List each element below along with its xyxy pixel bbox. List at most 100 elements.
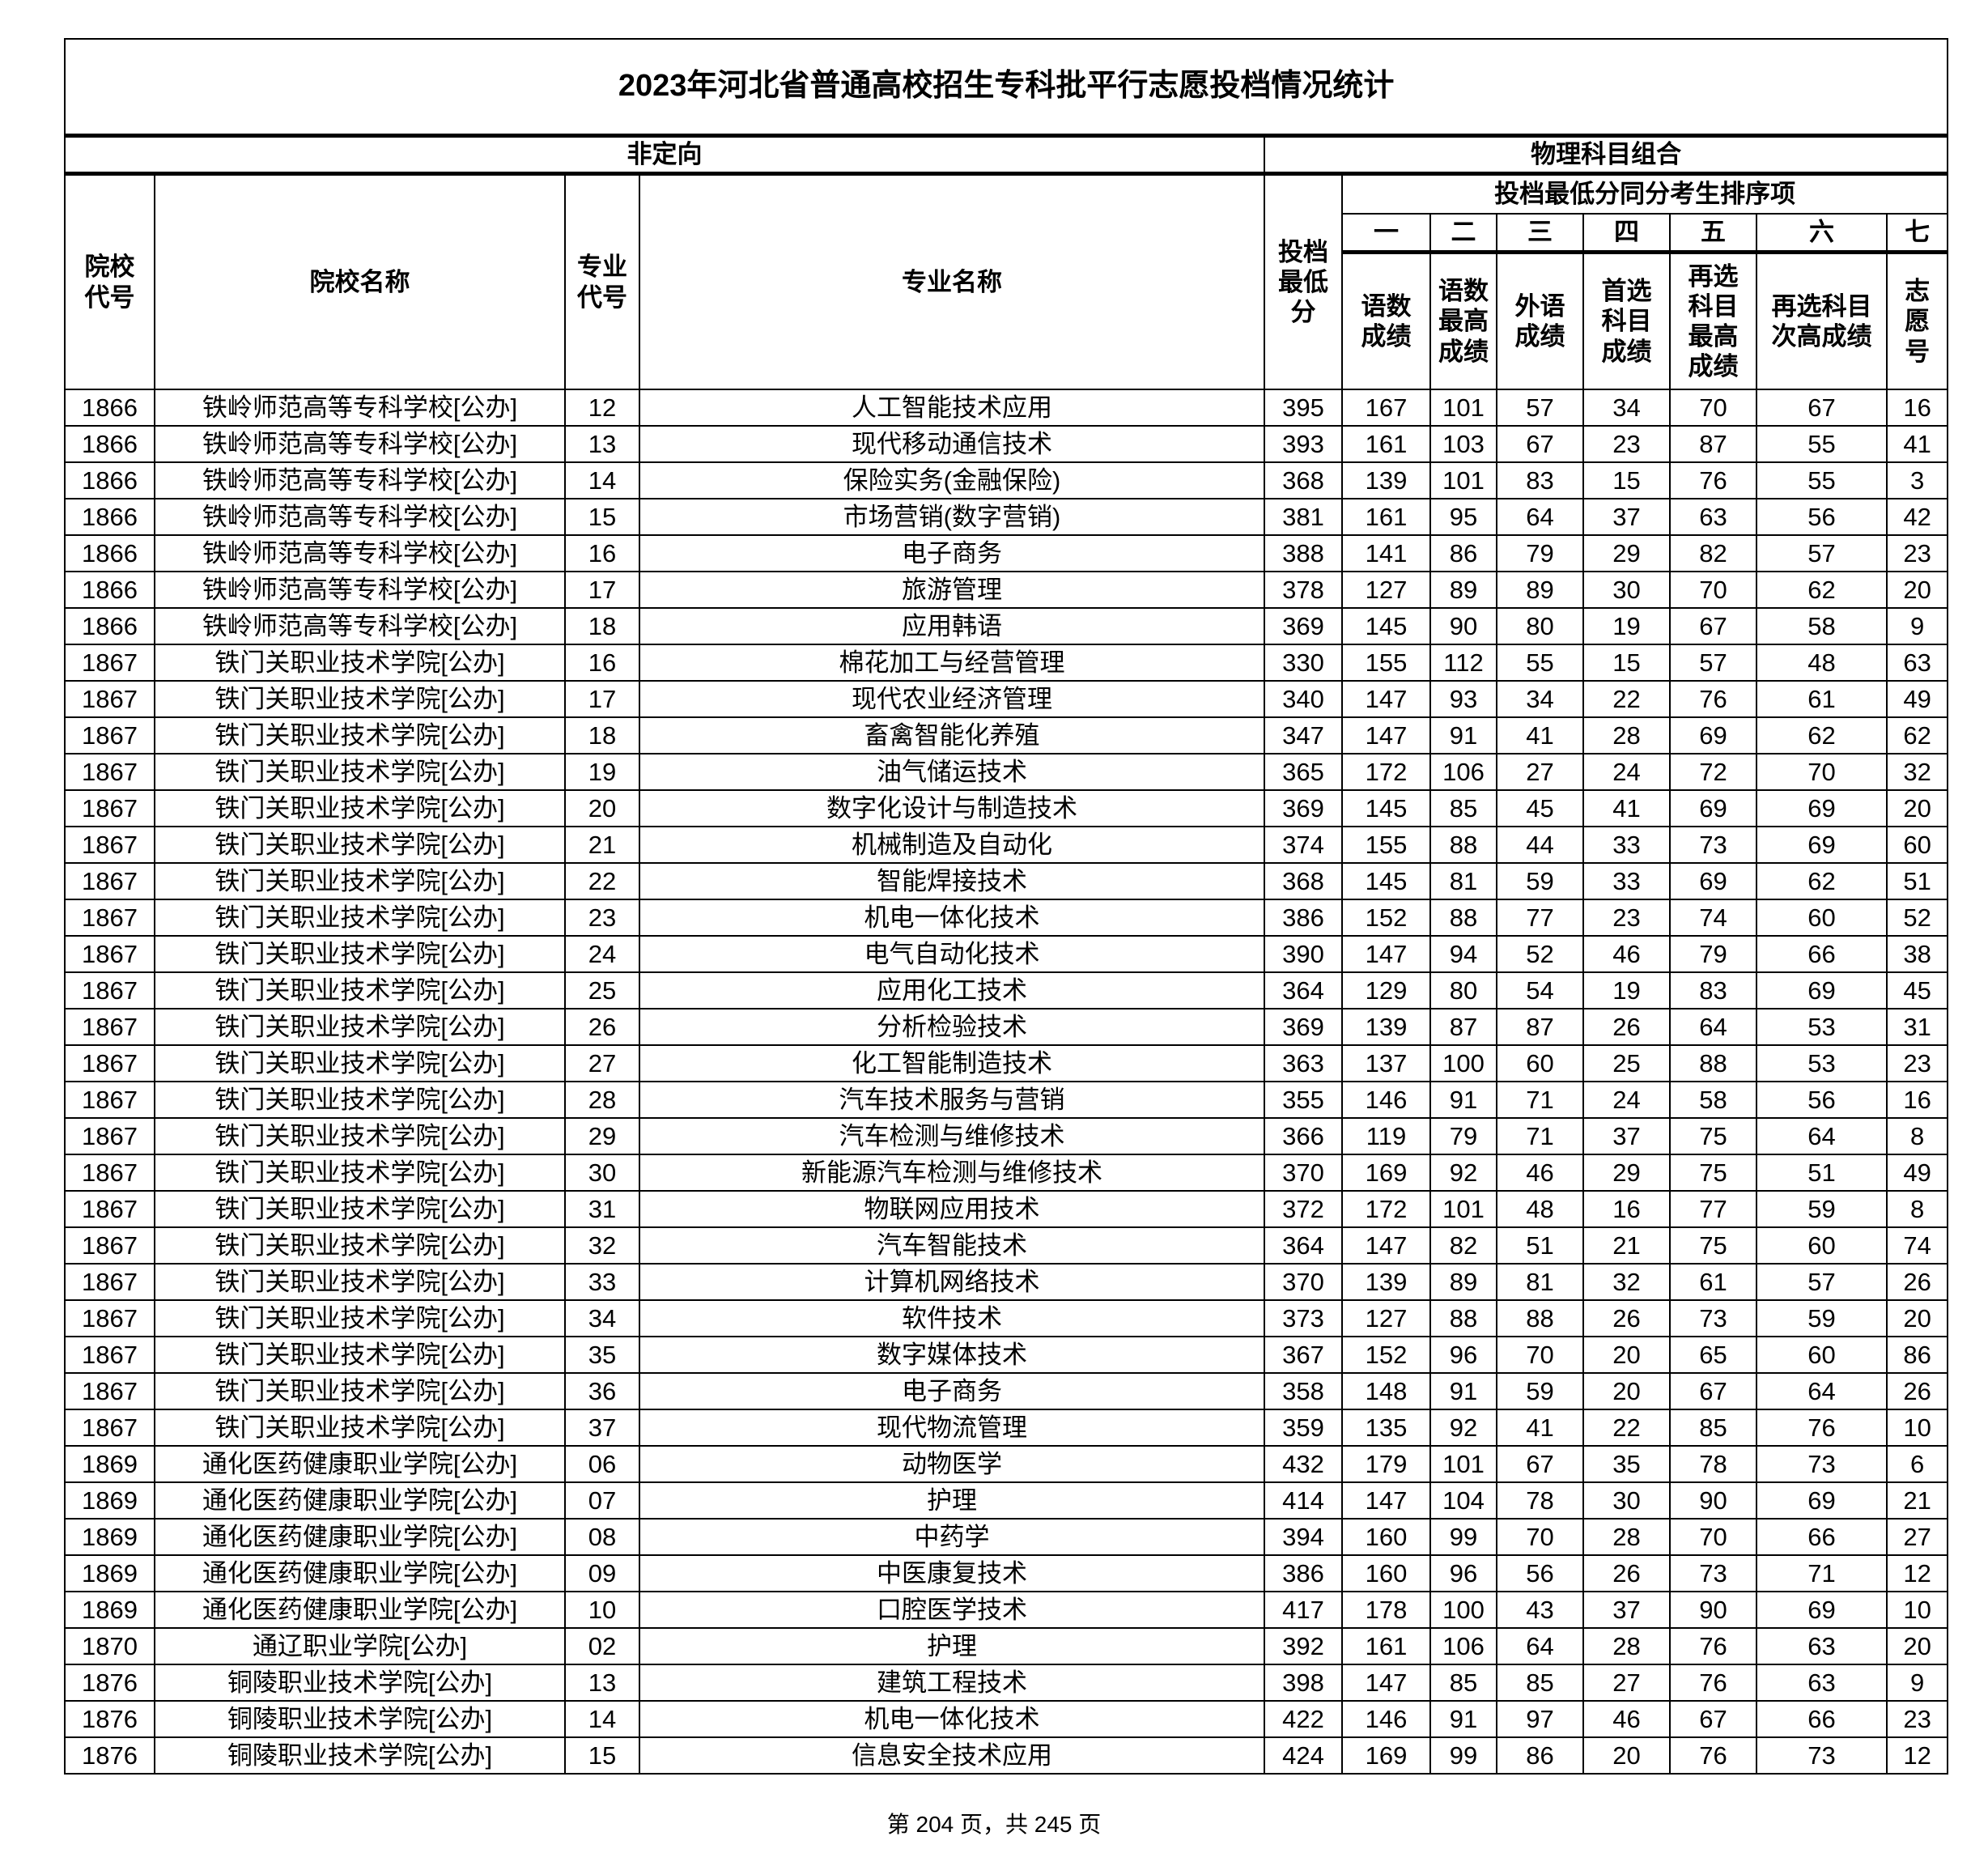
cell-foreign-lang: 67 — [1496, 1445, 1584, 1483]
cell-school-code: 1867 — [64, 1117, 155, 1155]
cell-major-code: 10 — [564, 1591, 640, 1629]
cell-preference-no: 3 — [1885, 461, 1949, 499]
cell-major-name: 电子商务 — [639, 1372, 1265, 1410]
cell-chinese-math: 146 — [1341, 1700, 1431, 1738]
cell-reselect-second: 60 — [1756, 1226, 1888, 1265]
cell-foreign-lang: 41 — [1496, 716, 1584, 754]
cell-school-code: 1869 — [64, 1591, 155, 1629]
cell-chinese-math: 147 — [1341, 1664, 1431, 1702]
cell-min-score: 381 — [1264, 498, 1343, 536]
cell-first-subject: 26 — [1582, 1554, 1671, 1592]
group-header-physics: 物理科目组合 — [1263, 134, 1949, 176]
cell-min-score: 366 — [1264, 1117, 1343, 1155]
cell-chinese-math-max: 88 — [1429, 826, 1497, 864]
tie-break-header: 投档最低分同分考生排序项 — [1340, 172, 1949, 215]
cell-major-code: 16 — [564, 644, 640, 682]
cell-chinese-math-max: 90 — [1429, 607, 1497, 645]
cell-chinese-math: 152 — [1341, 1336, 1431, 1374]
cell-chinese-math: 155 — [1341, 826, 1431, 864]
cell-foreign-lang: 45 — [1496, 789, 1584, 827]
cell-preference-no: 20 — [1885, 571, 1949, 609]
cell-chinese-math-max: 101 — [1429, 1445, 1497, 1483]
cell-major-name: 电子商务 — [639, 534, 1265, 572]
cell-school-code: 1866 — [64, 534, 155, 572]
cell-chinese-math-max: 101 — [1429, 461, 1497, 499]
table-row: 1867 铁门关职业技术学院[公办] 27 化工智能制造技术 363 137 100 60 25… — [64, 1044, 1949, 1082]
cell-min-score: 424 — [1264, 1736, 1343, 1775]
cell-foreign-lang: 60 — [1496, 1044, 1584, 1082]
table-row: 1866 铁岭师范高等专科学校[公办] 15 市场营销(数字营销) 381 161 95 64… — [64, 498, 1949, 536]
cell-foreign-lang: 57 — [1496, 389, 1584, 427]
cell-first-subject: 29 — [1582, 1154, 1671, 1192]
cell-major-code: 20 — [564, 789, 640, 827]
table-title: 2023年河北省普通高校招生专科批平行志愿投档情况统计 — [63, 38, 1949, 138]
cell-first-subject: 37 — [1582, 1117, 1671, 1155]
cell-reselect-second: 62 — [1756, 571, 1888, 609]
cell-preference-no: 20 — [1885, 1299, 1949, 1337]
cell-major-code: 37 — [564, 1409, 640, 1447]
table-row: 1870 通辽职业学院[公办] 02 护理 392 161 106 64 28 76 63 20 — [64, 1627, 1949, 1665]
cell-reselect-max: 57 — [1669, 644, 1757, 682]
cell-preference-no: 27 — [1885, 1518, 1949, 1556]
cell-foreign-lang: 79 — [1496, 534, 1584, 572]
cell-foreign-lang: 71 — [1496, 1081, 1584, 1119]
cell-major-name: 建筑工程技术 — [639, 1664, 1265, 1702]
cell-reselect-max: 88 — [1669, 1044, 1757, 1082]
cell-school-code: 1867 — [64, 1190, 155, 1228]
cell-chinese-math: 160 — [1341, 1554, 1431, 1592]
cell-school-name: 铁门关职业技术学院[公办] — [154, 1226, 566, 1265]
cell-major-code: 08 — [564, 1518, 640, 1556]
cell-school-code: 1867 — [64, 789, 155, 827]
table-row: 1866 铁岭师范高等专科学校[公办] 13 现代移动通信技术 393 161 103 67 2… — [64, 425, 1949, 463]
cell-major-code: 07 — [564, 1481, 640, 1520]
cell-chinese-math-max: 112 — [1429, 644, 1497, 682]
cell-chinese-math-max: 79 — [1429, 1117, 1497, 1155]
cell-min-score: 386 — [1264, 1554, 1343, 1592]
cell-first-subject: 25 — [1582, 1044, 1671, 1082]
table-row: 1867 铁门关职业技术学院[公办] 23 机电一体化技术 386 152 88 77 23 74… — [64, 899, 1949, 937]
cell-chinese-math-max: 85 — [1429, 789, 1497, 827]
cell-preference-no: 74 — [1885, 1226, 1949, 1265]
cell-school-name: 铁门关职业技术学院[公办] — [154, 1263, 566, 1301]
cell-first-subject: 30 — [1582, 571, 1671, 609]
cell-min-score: 370 — [1264, 1263, 1343, 1301]
cell-school-name: 铁门关职业技术学院[公办] — [154, 935, 566, 973]
cell-major-name: 人工智能技术应用 — [639, 389, 1265, 427]
cell-major-name: 机械制造及自动化 — [639, 826, 1265, 864]
col-school-code: 院校代号 — [64, 172, 155, 390]
order-label-5: 再选科目最高成绩 — [1669, 251, 1757, 390]
table-row: 1867 铁门关职业技术学院[公办] 25 应用化工技术 364 129 80 54 19 83 6… — [64, 971, 1949, 1010]
cell-preference-no: 42 — [1885, 498, 1949, 536]
cell-reselect-max: 67 — [1669, 1700, 1757, 1738]
cell-major-code: 14 — [564, 1700, 640, 1738]
cell-reselect-second: 73 — [1756, 1736, 1888, 1775]
cell-major-name: 畜禽智能化养殖 — [639, 716, 1265, 754]
cell-first-subject: 37 — [1582, 1591, 1671, 1629]
cell-major-code: 13 — [564, 1664, 640, 1702]
order-label-1: 语数成绩 — [1341, 251, 1431, 390]
cell-major-code: 17 — [564, 680, 640, 718]
table-row: 1867 铁门关职业技术学院[公办] 31 物联网应用技术 372 172 101 48 16 7… — [64, 1190, 1949, 1228]
cell-school-name: 铁岭师范高等专科学校[公办] — [154, 534, 566, 572]
cell-major-name: 汽车检测与维修技术 — [639, 1117, 1265, 1155]
cell-min-score: 367 — [1264, 1336, 1343, 1374]
cell-chinese-math-max: 81 — [1429, 862, 1497, 900]
cell-reselect-second: 64 — [1756, 1117, 1888, 1155]
cell-major-name: 机电一体化技术 — [639, 1700, 1265, 1738]
cell-chinese-math-max: 88 — [1429, 1299, 1497, 1337]
order-number-1: 一 — [1341, 213, 1431, 254]
cell-min-score: 394 — [1264, 1518, 1343, 1556]
cell-chinese-math-max: 89 — [1429, 571, 1497, 609]
order-number-4: 四 — [1582, 213, 1671, 254]
order-label-text: 再选科目次高成绩 — [1771, 291, 1872, 351]
cell-chinese-math: 169 — [1341, 1154, 1431, 1192]
cell-chinese-math-max: 100 — [1429, 1044, 1497, 1082]
cell-preference-no: 49 — [1885, 1154, 1949, 1192]
cell-school-name: 通化医药健康职业学院[公办] — [154, 1554, 566, 1592]
admission-table: 2023年河北省普通高校招生专科批平行志愿投档情况统计 非定向 物理科目组合 院… — [63, 38, 1949, 1775]
cell-min-score: 340 — [1264, 680, 1343, 718]
cell-first-subject: 28 — [1582, 1627, 1671, 1665]
cell-foreign-lang: 41 — [1496, 1409, 1584, 1447]
cell-major-name: 数字媒体技术 — [639, 1336, 1265, 1374]
table-row: 1867 铁门关职业技术学院[公办] 34 软件技术 373 127 88 88 26 73 59 2… — [64, 1299, 1949, 1337]
